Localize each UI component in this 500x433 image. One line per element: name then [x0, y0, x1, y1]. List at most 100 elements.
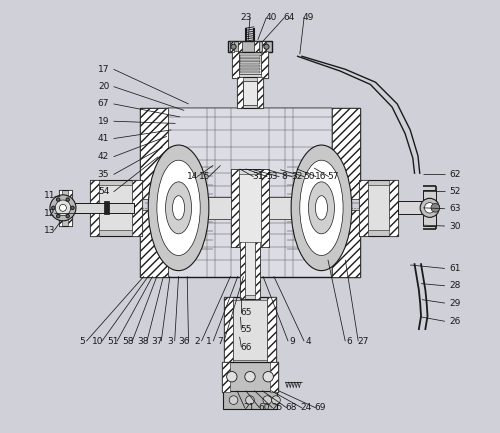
Bar	[140, 108, 360, 277]
Text: 4: 4	[306, 337, 312, 346]
Bar	[262, 41, 266, 52]
Bar	[238, 41, 242, 52]
Text: 52: 52	[449, 187, 460, 196]
Bar	[240, 55, 260, 58]
Circle shape	[56, 214, 60, 218]
Text: 58: 58	[122, 337, 134, 346]
Bar	[423, 190, 436, 226]
Circle shape	[50, 195, 76, 221]
Text: 25: 25	[271, 404, 282, 412]
Bar	[232, 51, 268, 78]
Text: 49: 49	[303, 13, 314, 22]
Text: 40: 40	[265, 13, 276, 22]
Text: 5: 5	[79, 337, 85, 346]
Ellipse shape	[172, 196, 184, 220]
Circle shape	[246, 396, 254, 404]
Text: 8: 8	[281, 172, 286, 181]
Text: 57: 57	[328, 172, 339, 181]
Ellipse shape	[316, 196, 328, 220]
Bar	[245, 235, 255, 295]
Bar	[238, 55, 262, 74]
Text: 36: 36	[178, 337, 190, 346]
Bar	[230, 169, 239, 247]
Bar	[168, 108, 332, 277]
Circle shape	[55, 200, 70, 216]
Bar	[332, 108, 360, 199]
Bar	[140, 108, 168, 199]
Bar	[268, 297, 276, 364]
Text: 69: 69	[314, 404, 326, 412]
Bar	[100, 185, 132, 230]
Circle shape	[66, 198, 70, 201]
Text: 38: 38	[137, 337, 148, 346]
Text: 21: 21	[244, 404, 255, 412]
Text: 24: 24	[300, 404, 312, 412]
Bar	[240, 65, 260, 67]
Text: 28: 28	[449, 281, 460, 290]
Ellipse shape	[157, 160, 200, 255]
Bar	[222, 362, 278, 392]
Text: 10: 10	[92, 337, 104, 346]
Text: 7: 7	[217, 337, 222, 346]
Text: 31: 31	[252, 172, 264, 181]
Bar	[240, 61, 260, 64]
Text: 20: 20	[98, 82, 110, 91]
Text: 66: 66	[240, 343, 252, 352]
Bar	[240, 232, 260, 299]
Text: 51: 51	[107, 337, 118, 346]
Bar	[240, 58, 260, 61]
Bar	[230, 41, 234, 52]
Bar	[237, 77, 242, 108]
Text: 13: 13	[44, 226, 56, 235]
Bar	[68, 190, 71, 226]
Bar	[398, 201, 424, 214]
Text: 14: 14	[187, 172, 198, 181]
Circle shape	[424, 203, 435, 213]
Circle shape	[264, 44, 269, 49]
Text: 41: 41	[98, 134, 110, 143]
Text: 55: 55	[240, 326, 252, 334]
Bar	[240, 68, 260, 70]
Text: 64: 64	[284, 13, 294, 22]
Bar	[368, 185, 390, 230]
Text: 11: 11	[44, 191, 56, 200]
Text: 61: 61	[449, 264, 460, 273]
Bar	[232, 51, 238, 78]
Text: 53: 53	[266, 172, 278, 181]
Text: 2: 2	[194, 337, 200, 346]
Circle shape	[70, 206, 74, 210]
Circle shape	[229, 396, 238, 404]
Bar	[258, 77, 263, 108]
Bar	[224, 297, 276, 364]
Text: 60: 60	[258, 404, 270, 412]
Text: 63: 63	[449, 204, 460, 213]
Bar	[224, 297, 232, 364]
Bar	[168, 197, 332, 219]
Text: 16: 16	[315, 172, 326, 181]
Bar	[90, 180, 100, 236]
Ellipse shape	[291, 145, 352, 271]
Bar	[58, 190, 62, 226]
Bar	[104, 201, 109, 214]
Bar	[237, 77, 263, 108]
Text: 35: 35	[98, 170, 110, 179]
Text: 68: 68	[286, 404, 297, 412]
Circle shape	[60, 204, 66, 211]
Circle shape	[263, 372, 274, 382]
Bar	[239, 174, 261, 242]
Circle shape	[263, 396, 272, 404]
Bar	[242, 81, 258, 105]
Bar	[262, 51, 268, 78]
Bar	[359, 180, 368, 236]
Bar	[240, 232, 245, 299]
Circle shape	[226, 372, 237, 382]
Text: 27: 27	[357, 337, 368, 346]
Bar	[390, 180, 398, 236]
Text: 62: 62	[449, 170, 460, 178]
Text: 9: 9	[290, 337, 296, 346]
Text: 37: 37	[151, 337, 162, 346]
Text: 3: 3	[168, 337, 173, 346]
Text: 50: 50	[303, 172, 314, 181]
Bar	[232, 300, 268, 360]
Bar	[60, 203, 134, 213]
